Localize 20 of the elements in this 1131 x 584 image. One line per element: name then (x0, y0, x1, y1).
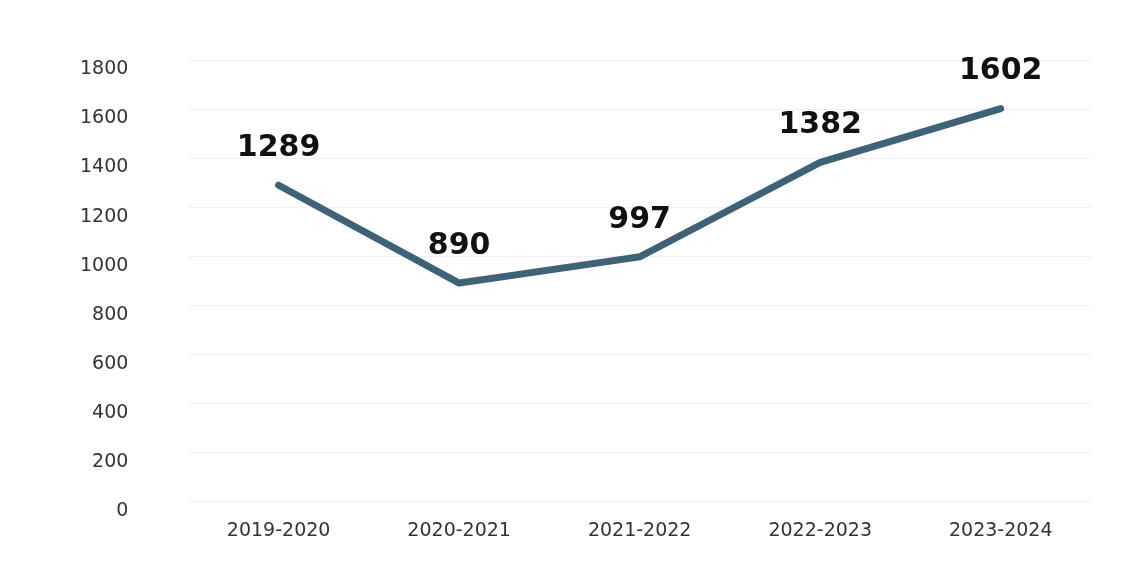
x-tick-label: 2022-2023 (768, 517, 872, 540)
x-tick-label: 2019-2020 (226, 517, 331, 540)
y-tick-label: 600 (92, 350, 129, 373)
y-tick-label: 1000 (79, 252, 129, 275)
y-tick-label: 1800 (79, 56, 129, 79)
data-label: 1289 (236, 128, 321, 164)
x-tick-label: 2020-2021 (407, 517, 511, 540)
y-tick-label: 0 (116, 497, 129, 520)
data-label: 890 (427, 225, 491, 261)
y-tick-label: 800 (92, 301, 129, 324)
data-label: 1602 (958, 51, 1043, 87)
y-tick-label: 400 (92, 399, 129, 422)
y-tick-label: 1200 (79, 203, 129, 226)
x-tick-label: 2023-2024 (948, 517, 1053, 540)
x-tick-label: 2021-2022 (587, 517, 692, 540)
data-label: 1382 (778, 105, 862, 141)
data-label: 997 (608, 199, 671, 235)
y-tick-label: 1400 (79, 154, 129, 177)
y-tick-label: 1600 (79, 105, 129, 128)
y-tick-label: 200 (92, 448, 129, 471)
